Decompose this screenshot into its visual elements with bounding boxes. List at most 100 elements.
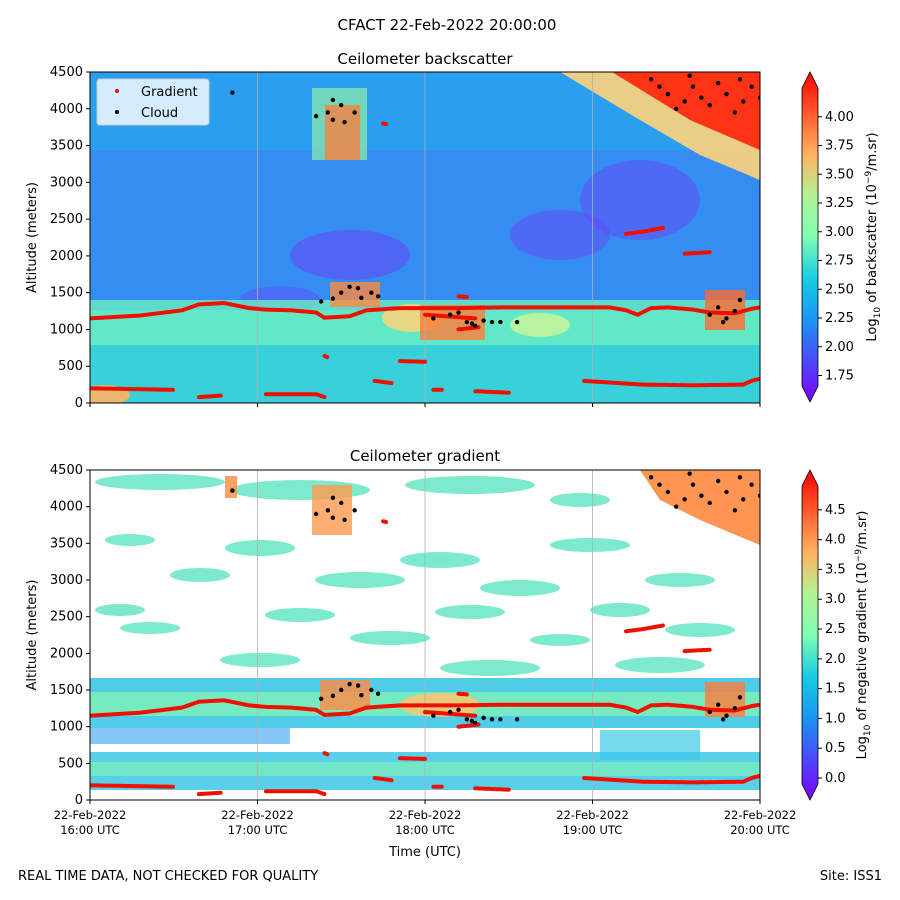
cloud-point <box>464 319 470 325</box>
cloud-point <box>375 294 381 299</box>
cloud-point <box>514 717 520 722</box>
backscatter-colorbar-label: Log10 of backscatter (10−9/m.sr) <box>864 132 883 341</box>
cloud-point <box>724 91 729 97</box>
y-tick-label: 2000 <box>50 249 83 264</box>
cloud-point <box>707 102 712 108</box>
y-tick-label: 4000 <box>50 500 83 515</box>
x-tick-label: 22-Feb-2022 <box>724 808 797 822</box>
gradient-streak <box>530 634 590 646</box>
cloud-point <box>325 508 331 513</box>
colorbar-tick-label: 0.5 <box>825 741 846 756</box>
colorbar-tick-label: 0.0 <box>825 771 846 786</box>
gradient-cloud-blob <box>312 485 352 535</box>
backscatter-y-axis: 0 500 1000 1500 2000 2500 3000 3500 4000 4500 <box>50 65 90 411</box>
gradient-streak <box>405 476 535 494</box>
colorbar-tick-label: 1.0 <box>825 711 846 726</box>
cloud-point <box>456 310 461 315</box>
colorbar-tick-label: 3.0 <box>825 592 846 607</box>
cloud-point <box>724 316 729 321</box>
gradient-streaks <box>95 474 735 676</box>
backscatter-cloud-blob <box>420 305 485 340</box>
cloud-point <box>473 720 478 726</box>
cloud-point <box>330 693 336 699</box>
cloud-point <box>375 691 381 696</box>
gradient-y-axis: 0 500 1000 1500 2000 2500 3000 3500 4000 4500 <box>50 463 90 808</box>
gradient-line <box>263 392 327 400</box>
gradient-line <box>473 389 511 395</box>
gradient-streak <box>225 540 295 556</box>
gradient-line <box>456 294 469 300</box>
cloud-point <box>715 80 721 86</box>
cloud-point <box>359 295 364 301</box>
colorbar-tick-label: 1.75 <box>825 369 854 384</box>
cloud-point <box>464 717 470 722</box>
cloud-point <box>352 508 357 513</box>
gradient-line <box>196 393 223 400</box>
cloud-point <box>715 702 721 707</box>
cloud-point <box>330 97 336 103</box>
gradient-gridlines <box>257 470 593 800</box>
cloud-point <box>498 717 503 722</box>
gradient-streak <box>435 605 505 619</box>
cloud-point <box>715 305 721 310</box>
gradient-line <box>624 225 665 236</box>
cloud-point <box>498 319 503 325</box>
site-label: Site: ISS1 <box>819 869 882 884</box>
cloud-point <box>737 475 743 480</box>
cloud-point <box>339 687 344 693</box>
y-tick-label: 0 <box>75 396 83 411</box>
cloud-point <box>737 297 743 303</box>
quality-disclaimer: REAL TIME DATA, NOT CHECKED FOR QUALITY <box>18 869 319 884</box>
backscatter-colorbar-bar <box>801 71 819 403</box>
cloud-point <box>737 695 743 700</box>
figure-title: CFACT 22-Feb-2022 20:00:00 <box>338 16 557 34</box>
backscatter-overlay <box>90 73 760 400</box>
gradient-streak <box>440 660 540 676</box>
cloud-point <box>469 321 475 326</box>
cloud-point <box>657 482 662 487</box>
gradient-line <box>456 691 469 697</box>
backscatter-ylabel: Altitude (meters) <box>25 182 40 293</box>
cloud-point <box>690 84 696 89</box>
x-tick-label: 22-Feb-2022 <box>556 808 629 822</box>
gradient-colorbar: 0.0 0.5 1.0 1.5 2.0 2.5 3.0 3.5 4.0 4.5 Log10 of … <box>801 469 873 801</box>
x-tick-label: 16:00 UTC <box>60 823 120 837</box>
cloud-point <box>369 290 374 295</box>
cloud-point <box>707 709 712 715</box>
legend-gradient-marker <box>115 89 119 93</box>
cloud-point <box>352 110 357 115</box>
cloud-point <box>720 717 726 722</box>
gradient-line <box>372 378 394 386</box>
cloud-point <box>757 95 760 100</box>
legend-gradient-label: Gradient <box>141 85 198 100</box>
gradient-title: Ceilometer gradient <box>350 447 500 465</box>
y-tick-label: 500 <box>58 359 83 374</box>
cloud-point <box>707 312 712 317</box>
x-tick-label: 22-Feb-2022 <box>389 808 462 822</box>
gradient-line <box>397 756 427 761</box>
cloud-point <box>342 119 347 125</box>
cloud-point <box>724 489 729 495</box>
cloud-point <box>732 508 738 513</box>
gradient-line <box>682 250 712 256</box>
gradient-streak <box>350 631 430 645</box>
gradient-streak <box>400 552 480 568</box>
x-tick-label: 19:00 UTC <box>563 823 623 837</box>
cloud-point <box>369 687 374 693</box>
y-tick-label: 500 <box>58 756 83 771</box>
cloud-point <box>481 318 486 323</box>
cloud-point <box>318 299 324 304</box>
y-tick-label: 4500 <box>50 65 83 80</box>
gradient-line <box>90 698 760 718</box>
cloud-point <box>342 517 347 523</box>
y-tick-label: 4500 <box>50 463 83 478</box>
gradient-xlabel: Time (UTC) <box>388 845 461 860</box>
colorbar-tick-label: 3.25 <box>825 196 854 211</box>
gradient-line <box>582 773 760 785</box>
cloud-point <box>724 713 729 718</box>
cloud-point <box>732 308 738 314</box>
y-tick-label: 1000 <box>50 322 83 337</box>
gradient-colorbar-ticks: 0.0 0.5 1.0 1.5 2.0 2.5 3.0 3.5 4.0 4.5 <box>818 503 846 786</box>
cloud-point <box>339 290 344 295</box>
cloud-point <box>447 709 453 715</box>
